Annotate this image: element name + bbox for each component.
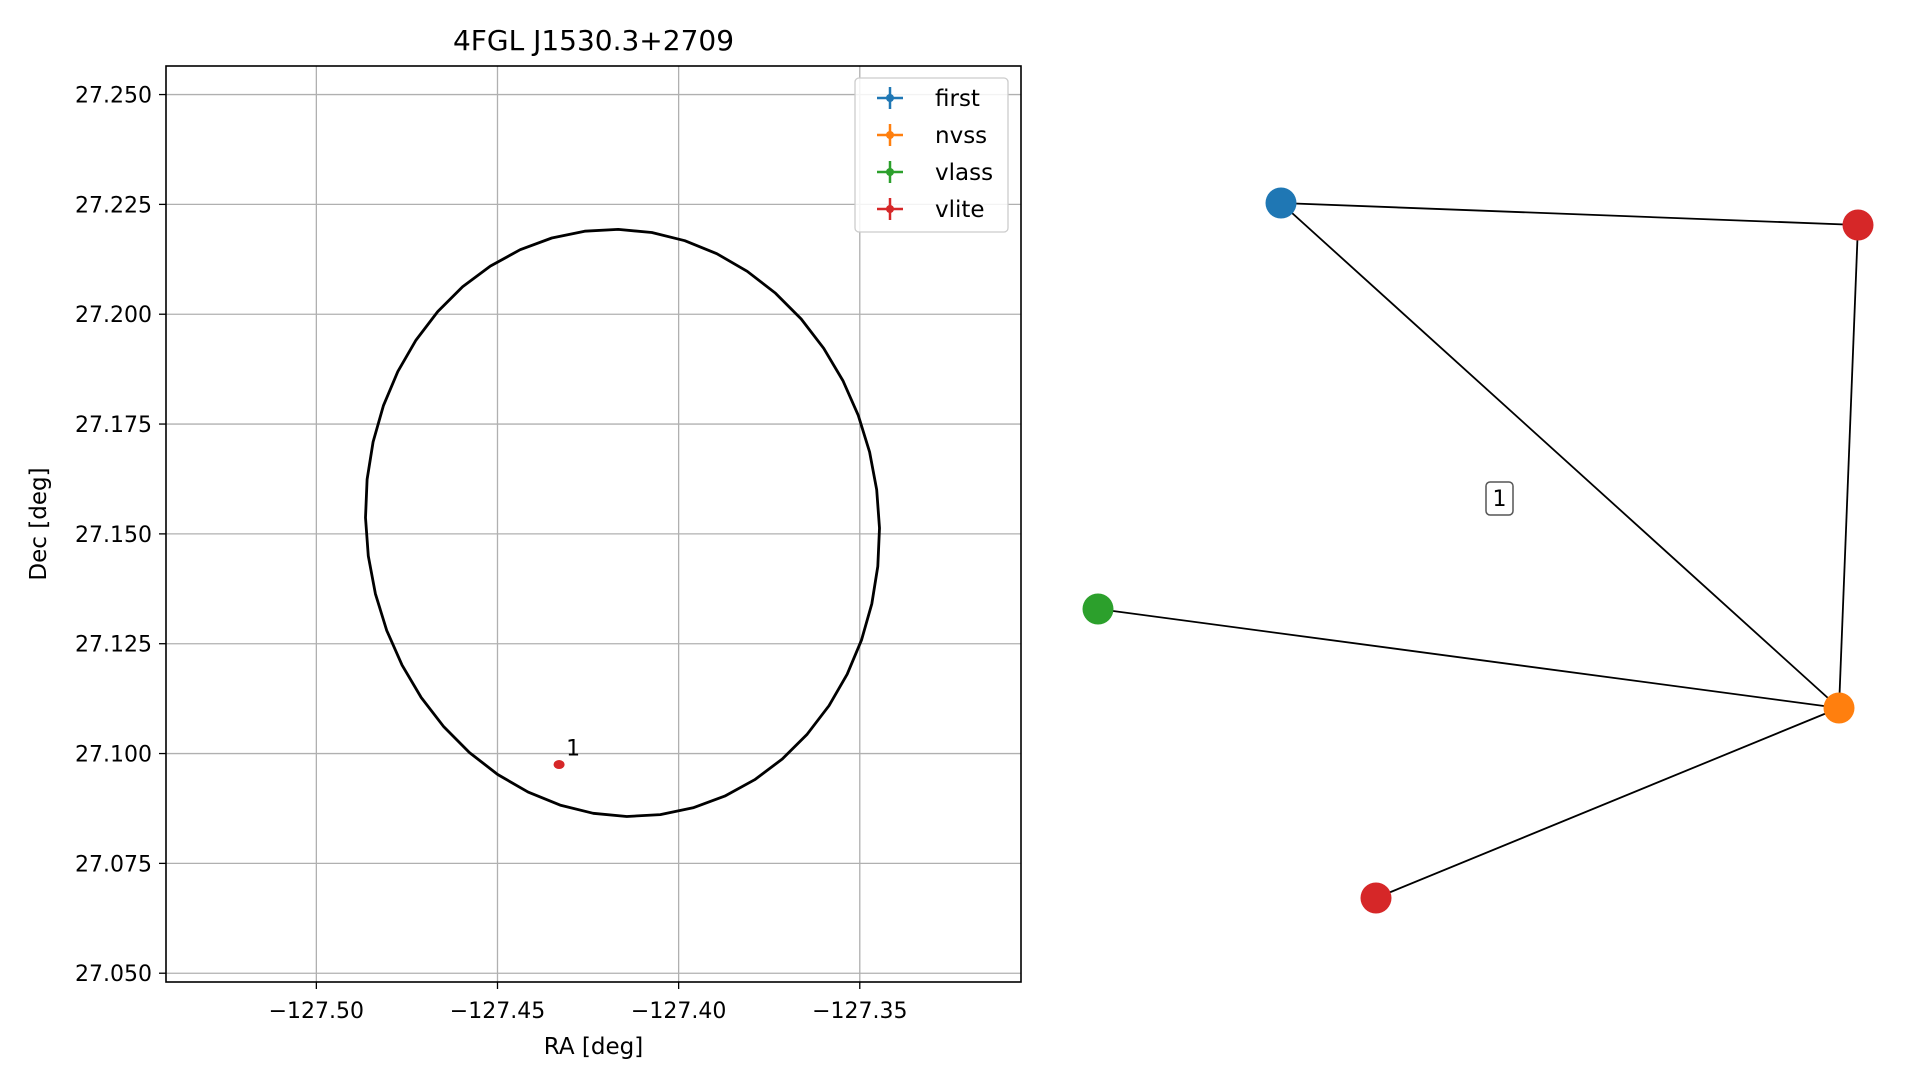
- legend-item-nvss: nvss: [877, 123, 987, 149]
- y-tick-label: 27.125: [75, 633, 152, 658]
- y-tick-label: 27.100: [75, 743, 152, 768]
- legend-label: first: [935, 86, 980, 112]
- graph-edge-vlass-nvss: [1097, 608, 1840, 709]
- y-tick-label: 27.075: [75, 852, 152, 877]
- graph-node-nvss: [1823, 692, 1855, 724]
- source-points: 1: [553, 737, 580, 770]
- error-ellipse-layer: [364, 228, 881, 818]
- graph-node-first: [1265, 187, 1297, 219]
- error-ellipse: [364, 228, 881, 818]
- graph-annotation-label: 1: [1493, 487, 1507, 512]
- x-axis-label: RA [deg]: [544, 1034, 643, 1060]
- legend-label: nvss: [935, 123, 987, 149]
- y-tick-label: 27.250: [75, 84, 152, 109]
- graph-edges: [1097, 202, 1859, 899]
- x-tick-label: −127.40: [631, 999, 726, 1024]
- graph-edge-first-vlite_a: [1280, 202, 1859, 226]
- source-point-label: 1: [566, 737, 580, 762]
- source-point-vlite: [553, 760, 565, 770]
- x-tick-label: −127.45: [450, 999, 545, 1024]
- legend-marker-dot: [886, 168, 894, 176]
- graph-edge-vlite_a-nvss: [1838, 224, 1859, 709]
- graph-nodes: [1082, 187, 1874, 914]
- y-tick-label: 27.200: [75, 303, 152, 328]
- graph-node-vlite_a: [1842, 209, 1874, 241]
- graph-annotation: 1: [1485, 481, 1514, 516]
- legend-item-vlass: vlass: [877, 160, 993, 186]
- y-tick-label: 27.175: [75, 413, 152, 438]
- graph-node-vlass: [1082, 593, 1114, 625]
- axes-frame: [165, 65, 1022, 983]
- legend-label: vlite: [935, 197, 985, 223]
- x-tick-label: −127.35: [812, 999, 907, 1024]
- legend-box: [854, 77, 1009, 233]
- legend: first nvss vlass vlite: [854, 77, 1009, 233]
- y-tick-label: 27.225: [75, 193, 152, 218]
- y-tick-label: 27.050: [75, 962, 152, 987]
- legend-marker-dot: [886, 94, 894, 102]
- sky-plot: 1 −127.50 −127.45 −127.40 −127.35 27.050 27.0…: [26, 24, 1022, 1060]
- axis-ticks: −127.50 −127.45 −127.40 −127.35 27.050 27.075…: [75, 84, 907, 1024]
- legend-marker-dot: [886, 205, 894, 213]
- chart-title: 4FGL J1530.3+2709: [453, 24, 734, 57]
- graph-annotation-box: [1485, 481, 1514, 516]
- graph-edge-first-nvss: [1280, 202, 1840, 709]
- legend-item-first: first: [877, 86, 980, 112]
- legend-marker-dot: [886, 131, 894, 139]
- x-tick-label: −127.50: [269, 999, 364, 1024]
- legend-item-vlite: vlite: [877, 197, 985, 223]
- y-tick-label: 27.150: [75, 523, 152, 548]
- graph-edge-vlite_b-nvss: [1375, 707, 1840, 899]
- legend-label: vlass: [935, 160, 993, 186]
- network-graph: 1: [1082, 187, 1874, 914]
- graph-node-vlite_b: [1360, 882, 1392, 914]
- y-axis-label: Dec [deg]: [26, 467, 52, 580]
